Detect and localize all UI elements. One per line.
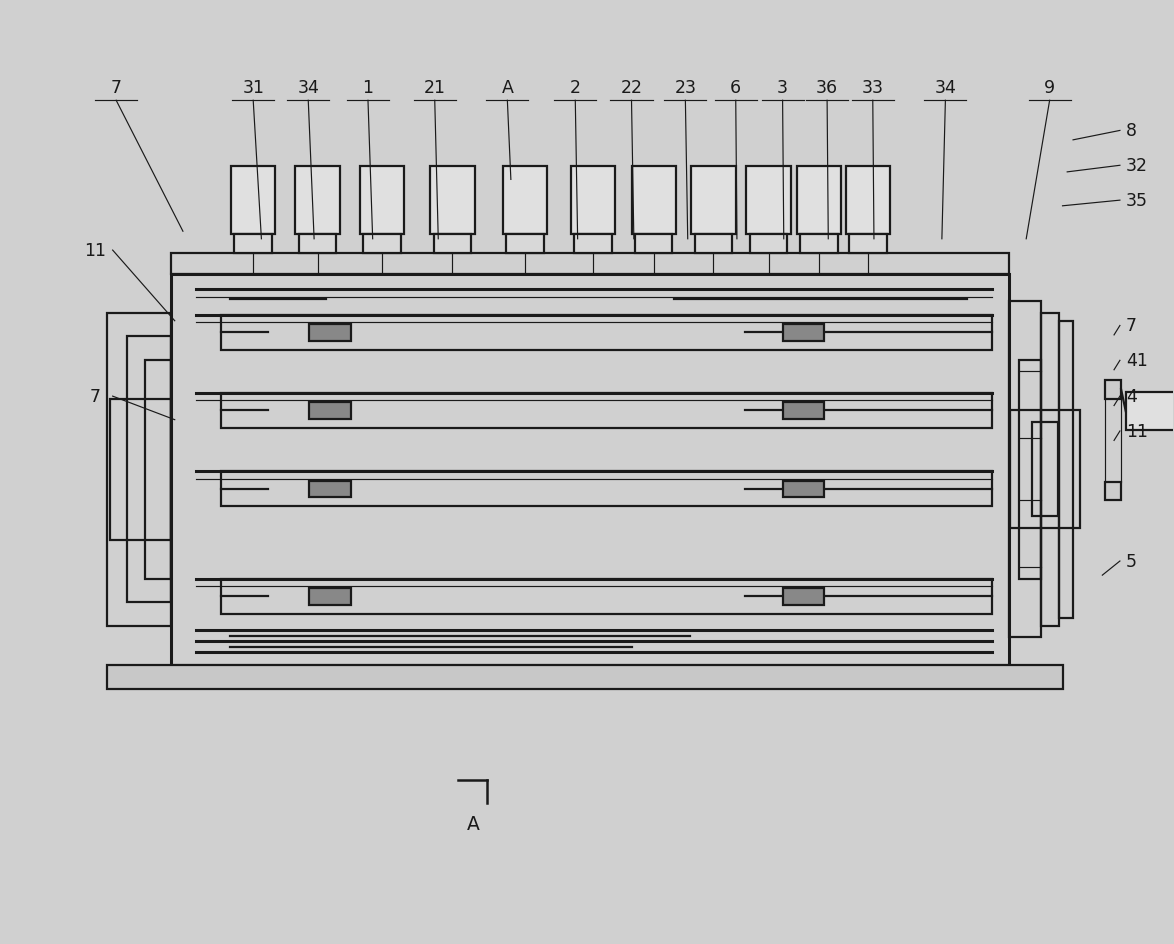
Bar bbox=[1008, 302, 1041, 637]
Bar bbox=[783, 325, 824, 342]
Bar bbox=[171, 275, 1008, 665]
Bar bbox=[310, 481, 351, 498]
Text: 7: 7 bbox=[89, 388, 101, 406]
Bar bbox=[310, 403, 351, 420]
Bar bbox=[310, 588, 351, 605]
Bar bbox=[750, 235, 788, 254]
Text: 11: 11 bbox=[85, 242, 106, 260]
Text: 7: 7 bbox=[1126, 317, 1136, 335]
Bar bbox=[1126, 393, 1174, 430]
Text: 34: 34 bbox=[935, 79, 957, 97]
Bar bbox=[1010, 411, 1080, 529]
Bar bbox=[783, 481, 824, 498]
Bar bbox=[1105, 482, 1121, 501]
Bar bbox=[299, 235, 337, 254]
Bar bbox=[783, 588, 824, 605]
Bar bbox=[801, 235, 837, 254]
Text: 22: 22 bbox=[621, 79, 642, 97]
Bar bbox=[146, 361, 171, 579]
Bar bbox=[845, 167, 890, 235]
Text: 32: 32 bbox=[1126, 157, 1148, 175]
Text: 3: 3 bbox=[777, 79, 788, 97]
Bar bbox=[359, 167, 404, 235]
Text: 4: 4 bbox=[1126, 388, 1136, 406]
Text: 11: 11 bbox=[1126, 423, 1148, 441]
Bar bbox=[231, 167, 276, 235]
Bar bbox=[574, 235, 612, 254]
Text: 41: 41 bbox=[1126, 352, 1148, 370]
Bar bbox=[797, 167, 841, 235]
Bar bbox=[107, 665, 1062, 689]
Bar bbox=[695, 235, 733, 254]
Bar bbox=[849, 235, 886, 254]
Bar bbox=[127, 337, 171, 602]
Text: 33: 33 bbox=[862, 79, 884, 97]
Text: 5: 5 bbox=[1126, 552, 1136, 570]
Bar bbox=[783, 403, 824, 420]
Bar bbox=[222, 315, 992, 350]
Bar bbox=[1019, 361, 1041, 579]
Bar bbox=[171, 254, 1008, 275]
Bar bbox=[110, 399, 171, 540]
Text: 31: 31 bbox=[242, 79, 264, 97]
Bar bbox=[1105, 380, 1121, 399]
Bar bbox=[1059, 321, 1073, 618]
Bar bbox=[222, 394, 992, 429]
Bar bbox=[1032, 423, 1058, 516]
Text: A: A bbox=[466, 815, 479, 834]
Bar bbox=[363, 235, 400, 254]
Bar bbox=[107, 313, 171, 626]
Text: 34: 34 bbox=[297, 79, 319, 97]
Bar bbox=[747, 167, 791, 235]
Text: 7: 7 bbox=[110, 79, 122, 97]
Text: 6: 6 bbox=[730, 79, 741, 97]
Bar bbox=[222, 472, 992, 507]
Bar bbox=[222, 579, 992, 615]
Bar bbox=[635, 235, 673, 254]
Bar bbox=[1041, 313, 1059, 626]
Bar bbox=[502, 167, 547, 235]
Text: 35: 35 bbox=[1126, 192, 1148, 210]
Bar bbox=[632, 167, 676, 235]
Text: 2: 2 bbox=[569, 79, 581, 97]
Text: 1: 1 bbox=[363, 79, 373, 97]
Text: A: A bbox=[501, 79, 513, 97]
Bar bbox=[506, 235, 544, 254]
Bar bbox=[310, 325, 351, 342]
Bar bbox=[571, 167, 615, 235]
Text: 9: 9 bbox=[1044, 79, 1055, 97]
Bar bbox=[433, 235, 471, 254]
Text: 23: 23 bbox=[674, 79, 696, 97]
Text: 21: 21 bbox=[424, 79, 446, 97]
Bar bbox=[296, 167, 339, 235]
Text: 8: 8 bbox=[1126, 123, 1136, 141]
Bar bbox=[691, 167, 736, 235]
Bar bbox=[430, 167, 474, 235]
Bar bbox=[235, 235, 272, 254]
Text: 36: 36 bbox=[816, 79, 838, 97]
